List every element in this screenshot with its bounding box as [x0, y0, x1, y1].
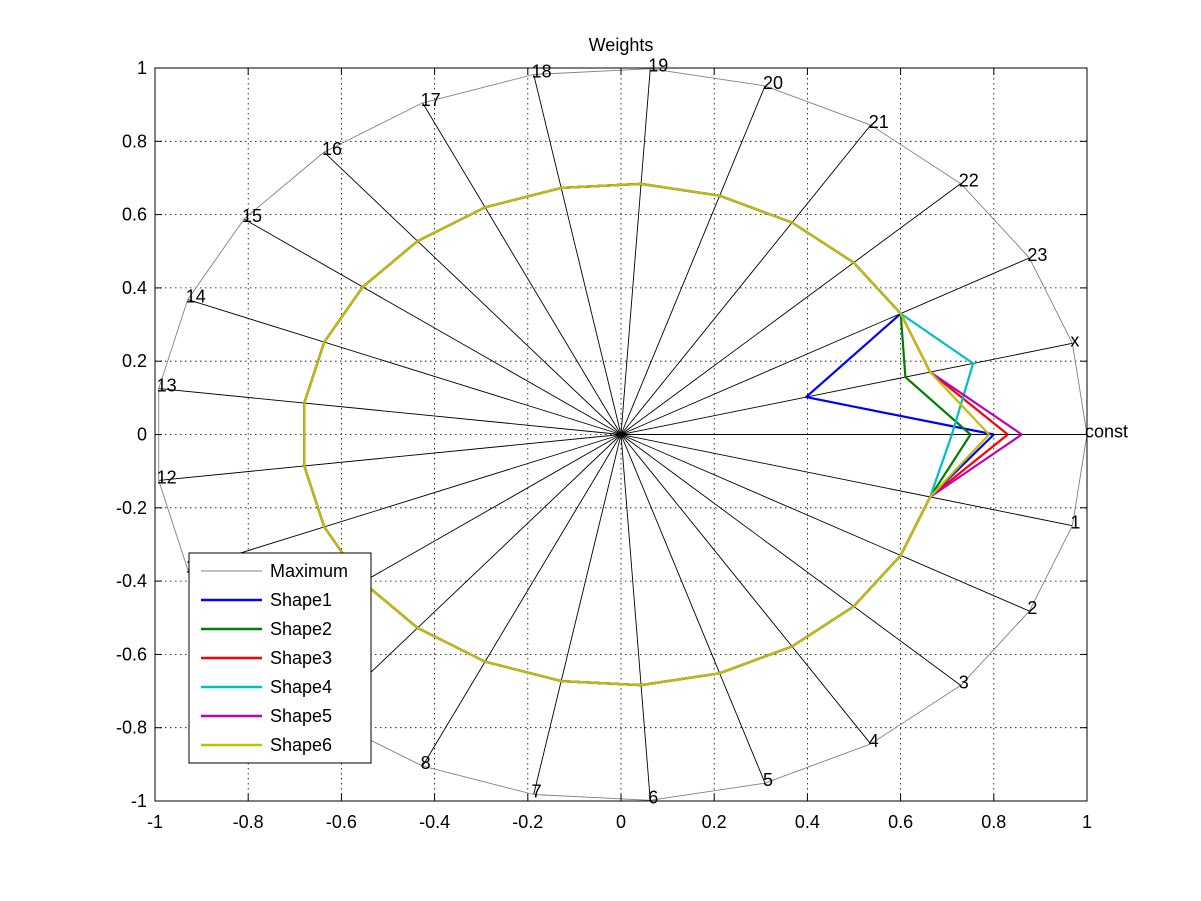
- y-tick-label: 0.4: [122, 278, 147, 298]
- y-tick-label: -0.6: [116, 644, 147, 664]
- y-tick-label: 0.8: [122, 131, 147, 151]
- spoke-line: [620, 85, 766, 435]
- x-tick-label: 0.2: [702, 812, 727, 832]
- spoke-label: 19: [648, 56, 668, 76]
- spoke-label: 20: [763, 73, 783, 93]
- spoke-label: 13: [157, 376, 177, 396]
- spoke-label: 3: [959, 672, 969, 692]
- spoke-label: 21: [869, 112, 889, 132]
- spoke-label: 15: [242, 206, 262, 226]
- x-tick-label: 0.6: [888, 812, 913, 832]
- x-tick-label: 0.8: [981, 812, 1006, 832]
- spoke-label: x: [1070, 330, 1079, 350]
- legend-entry: Shape3: [270, 648, 332, 668]
- spoke-line: [187, 299, 622, 435]
- y-tick-label: -0.8: [116, 718, 147, 738]
- spoke-line: [533, 74, 622, 435]
- series-lines: [158, 68, 1087, 801]
- spoke-label: 14: [186, 287, 206, 307]
- x-tick-label: 1: [1082, 812, 1092, 832]
- x-tick-label: -0.8: [233, 812, 264, 832]
- x-tick-label: -0.2: [512, 812, 543, 832]
- series-line-shape6: [303, 182, 990, 687]
- y-tick-label: 0: [137, 425, 147, 445]
- spoke-line: [323, 434, 622, 718]
- spoke-line: [158, 434, 622, 481]
- spoke-label: 7: [532, 782, 542, 802]
- y-tick-label: 1: [137, 58, 147, 78]
- y-tick-label: -1: [131, 791, 147, 811]
- spoke-line: [158, 388, 622, 435]
- legend-entry: Shape1: [270, 590, 332, 610]
- spoke-label: 23: [1027, 245, 1047, 265]
- spoke-label: 16: [322, 139, 342, 159]
- y-tick-label: 0.2: [122, 351, 147, 371]
- spoke-label: 1: [1070, 513, 1080, 533]
- spoke-label: 17: [421, 90, 441, 110]
- x-tick-label: -0.4: [419, 812, 450, 832]
- legend-entry: Maximum: [270, 561, 348, 581]
- legend-entry: Shape2: [270, 619, 332, 639]
- spoke-line: [620, 434, 651, 801]
- spoke-label: 6: [648, 787, 658, 807]
- spoke-line: [620, 342, 1073, 435]
- spoke-label: 5: [763, 770, 773, 790]
- spoke-label: 8: [421, 753, 431, 773]
- y-tick-label: 0.6: [122, 205, 147, 225]
- legend-entry: Shape6: [270, 735, 332, 755]
- spoke-label: 2: [1027, 598, 1037, 618]
- spoke-label: 18: [532, 61, 552, 81]
- spoke-line: [620, 124, 872, 435]
- spoke-line: [620, 434, 1030, 612]
- x-tick-label: 0.4: [795, 812, 820, 832]
- legend: Maximum Shape1 Shape2 Shape3 Shape4 Shape5 Sha…: [188, 552, 372, 764]
- spoke-line: [620, 68, 651, 435]
- x-tick-label: 0: [616, 812, 626, 832]
- x-tick-label: -0.6: [326, 812, 357, 832]
- spoke-line: [620, 434, 766, 784]
- spoke-label: 12: [157, 467, 177, 487]
- spoke-line: [187, 434, 622, 570]
- spoke-line: [620, 434, 1073, 527]
- spoke-line: [422, 102, 622, 435]
- legend-entry: Shape4: [270, 677, 332, 697]
- y-tick-label: -0.2: [116, 498, 147, 518]
- chart-title: Weights: [589, 35, 654, 55]
- x-tick-label: -1: [147, 812, 163, 832]
- spoke-line: [243, 218, 622, 435]
- spoke-line: [620, 257, 1030, 435]
- ticks: -1 -0.8 -0.6 -0.4 -0.2 0 0.2 0.4 0.6 0.8 1 1 0.8 0.6 0…: [116, 58, 1092, 832]
- y-tick-label: -0.4: [116, 571, 147, 591]
- spoke-line: [422, 434, 622, 767]
- spoke-line: [620, 434, 872, 745]
- spoke-label: const: [1085, 422, 1128, 442]
- spoke-label: 22: [959, 171, 979, 191]
- spoke-line: [620, 183, 961, 435]
- spoke-line: [323, 151, 622, 435]
- spoke-line: [533, 434, 622, 795]
- spoke-line: [620, 434, 961, 686]
- legend-entry: Shape5: [270, 706, 332, 726]
- spoke-label: 4: [869, 731, 879, 751]
